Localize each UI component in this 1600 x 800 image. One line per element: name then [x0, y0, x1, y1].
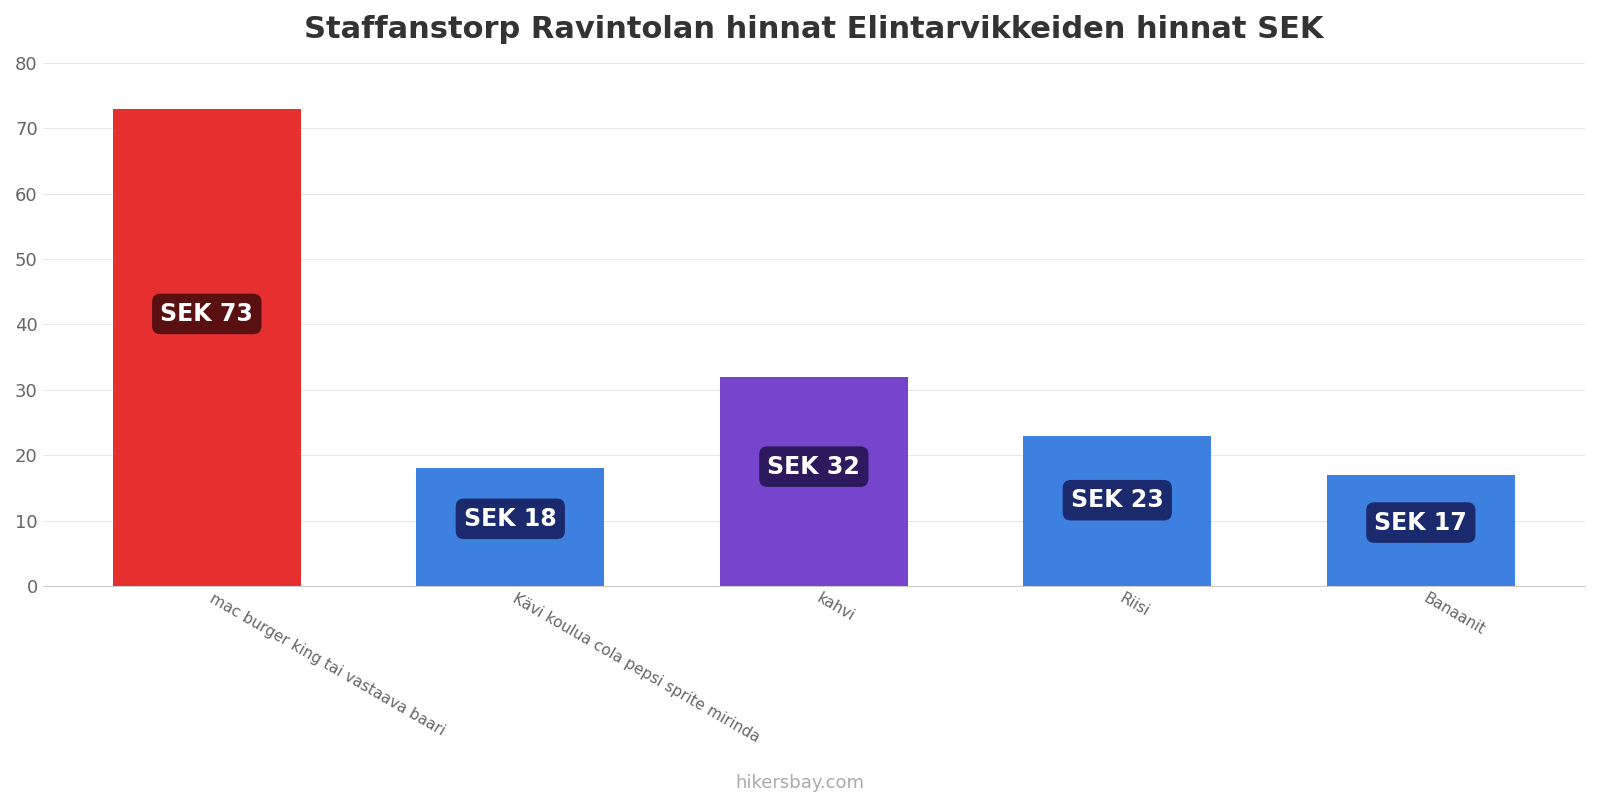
Text: SEK 18: SEK 18 — [464, 507, 557, 531]
Bar — [1326, 474, 1515, 586]
Bar — [720, 377, 907, 586]
Text: SEK 32: SEK 32 — [768, 454, 861, 478]
Text: SEK 17: SEK 17 — [1374, 510, 1467, 534]
Text: hikersbay.com: hikersbay.com — [736, 774, 864, 792]
Bar — [112, 109, 301, 586]
Text: SEK 73: SEK 73 — [160, 302, 253, 326]
Text: SEK 23: SEK 23 — [1070, 488, 1163, 512]
Bar — [1024, 435, 1211, 586]
Bar — [416, 468, 605, 586]
Title: Staffanstorp Ravintolan hinnat Elintarvikkeiden hinnat SEK: Staffanstorp Ravintolan hinnat Elintarvi… — [304, 15, 1323, 44]
